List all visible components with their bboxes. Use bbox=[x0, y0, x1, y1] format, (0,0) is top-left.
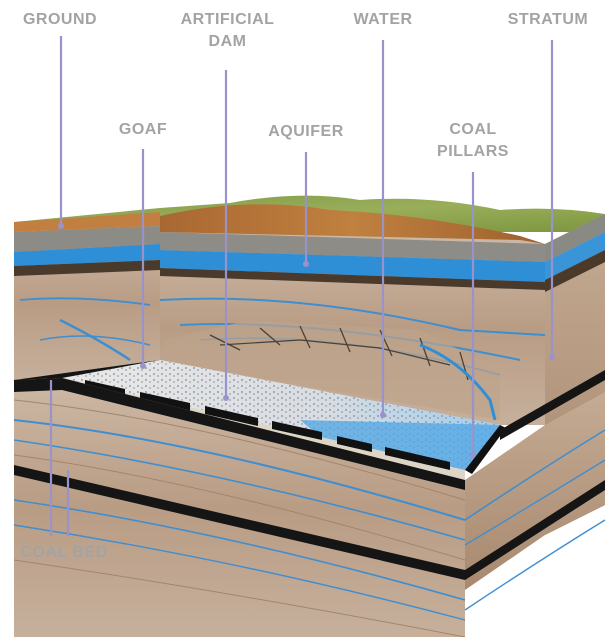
coal-bed-seam bbox=[14, 465, 465, 580]
label-artificial-dam-line1: ARTIFICIAL bbox=[180, 11, 275, 28]
lower-strata-front bbox=[13, 370, 606, 637]
label-goaf: GOAF bbox=[118, 121, 168, 138]
label-aquifer: AQUIFER bbox=[268, 123, 344, 140]
label-artificial-dam-line2: DAM bbox=[208, 33, 247, 50]
label-coal-pillars: COAL PILLARS bbox=[423, 119, 523, 163]
goaf-floor bbox=[62, 360, 500, 470]
label-ground: GROUND bbox=[22, 11, 98, 28]
label-coal-bed: COAL BED bbox=[20, 544, 108, 561]
label-artificial-dam: ARTIFICIAL DAM bbox=[160, 9, 295, 53]
aquifer-layer bbox=[160, 250, 545, 282]
label-coal-pillars-line1: COAL bbox=[449, 121, 497, 138]
coal-pillar bbox=[205, 406, 258, 426]
leader-lines bbox=[49, 36, 555, 536]
water-pool bbox=[300, 420, 500, 470]
label-water: WATER bbox=[353, 11, 413, 28]
label-coal-pillars-line2: PILLARS bbox=[437, 143, 509, 160]
upper-strata-back bbox=[159, 232, 546, 425]
label-stratum: STRATUM bbox=[507, 11, 589, 28]
ground-surface bbox=[14, 195, 605, 244]
stratum-block-left bbox=[14, 226, 160, 390]
coal-pillar bbox=[385, 447, 450, 470]
coal-pillar bbox=[140, 392, 190, 411]
coal-pillar bbox=[272, 421, 322, 440]
coal-pillar bbox=[337, 436, 372, 452]
